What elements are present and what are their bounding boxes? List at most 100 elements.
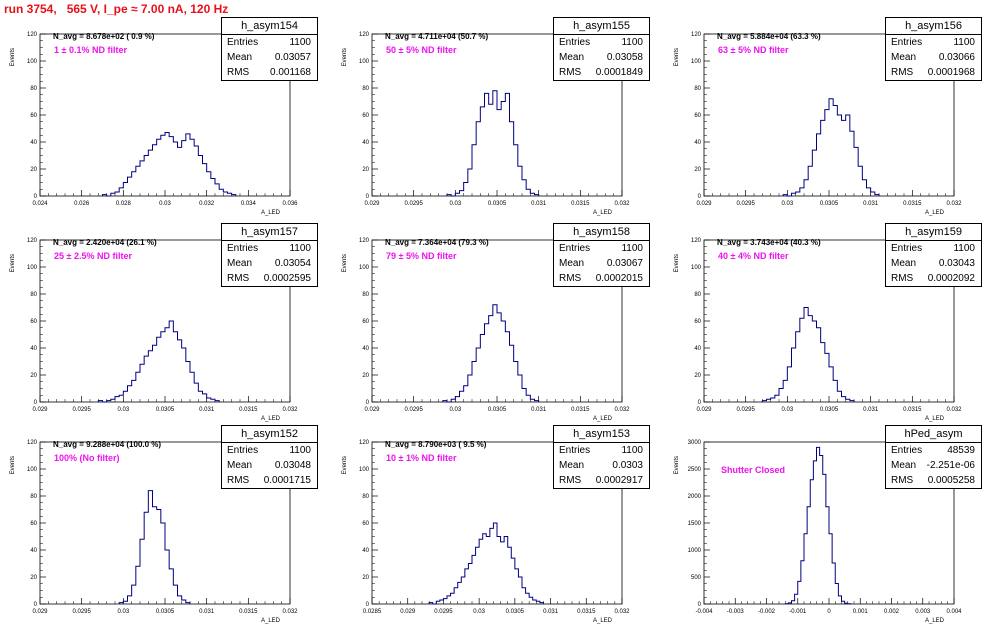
histogram-bin <box>232 195 236 196</box>
histogram-bin <box>485 324 489 402</box>
y-tick-label: 80 <box>30 292 37 298</box>
n-avg-label: N_avg = 8.678e+02 ( 0.9 %) <box>53 32 154 41</box>
stats-value: 0.0002595 <box>264 271 311 286</box>
histogram-bin <box>140 161 144 196</box>
histogram-bin <box>850 131 854 196</box>
y-tick-label: 20 <box>694 167 701 173</box>
x-tick-label: 0.026 <box>74 201 90 207</box>
histogram-bin <box>132 172 136 196</box>
stats-value: 0.03043 <box>939 256 975 271</box>
n-avg-label: N_avg = 9.288e+04 (100.0 %) <box>53 440 161 449</box>
histogram-bin <box>194 383 198 402</box>
histogram-bin <box>190 139 194 196</box>
histogram-bin <box>535 401 539 402</box>
histogram-bin <box>451 593 455 604</box>
histogram-bin <box>825 110 829 196</box>
histogram-bin <box>812 321 816 402</box>
y-tick-label: 100 <box>359 467 370 473</box>
stats-key: Mean <box>891 256 916 271</box>
y-tick-label: 40 <box>694 140 701 146</box>
x-tick-label: 0.0295 <box>736 407 755 413</box>
histogram-bin <box>526 189 530 196</box>
histogram-bin <box>153 345 157 402</box>
x-tick-label: 0.03 <box>117 407 129 413</box>
histogram-bin <box>123 183 127 197</box>
histogram-bin <box>838 596 841 604</box>
stats-key: RMS <box>227 65 249 80</box>
stats-value: 0.0002092 <box>928 271 975 286</box>
filter-annotation: 40 ± 4% ND filter <box>718 251 788 261</box>
histogram-bin <box>497 537 501 605</box>
x-tick-label: 0.03 <box>781 407 793 413</box>
histogram-bin <box>526 593 530 604</box>
x-tick-label: 0.001 <box>853 609 869 615</box>
stats-value: 0.03066 <box>939 50 975 65</box>
x-tick-label: 0.029 <box>400 609 416 615</box>
y-tick-label: 40 <box>362 548 369 554</box>
filter-annotation: Shutter Closed <box>721 465 785 475</box>
y-tick-label: 100 <box>359 265 370 271</box>
y-tick-label: 120 <box>27 238 38 244</box>
histogram-bin <box>501 321 505 402</box>
histogram-bin <box>161 523 165 604</box>
y-tick-label: 0 <box>366 602 370 608</box>
histogram-bin <box>186 603 190 604</box>
histogram-bin <box>485 93 489 196</box>
y-tick-label: 0 <box>34 400 38 406</box>
stats-row: Mean 0.03043 <box>886 256 981 271</box>
histogram-bin <box>186 134 190 196</box>
stats-value: 1100 <box>289 241 311 256</box>
stats-value: 0.0002015 <box>596 271 643 286</box>
stats-value: 0.03058 <box>607 50 643 65</box>
histogram-bin <box>842 601 845 604</box>
y-tick-label: 500 <box>691 575 702 581</box>
x-tick-label: 0.0315 <box>571 201 590 207</box>
y-tick-label: 60 <box>30 319 37 325</box>
y-tick-label: 20 <box>362 373 369 379</box>
x-tick-label: 0.0305 <box>156 407 175 413</box>
x-tick-label: 0.0315 <box>239 407 258 413</box>
x-tick-label: 0.032 <box>282 407 298 413</box>
x-tick-label: 0.03 <box>781 201 793 207</box>
histogram-bin <box>215 401 219 402</box>
histogram-bin <box>480 335 484 403</box>
histogram-bin <box>804 534 807 604</box>
n-avg-label: N_avg = 5.884e+04 (63.3 %) <box>717 32 821 41</box>
histogram-bin <box>128 596 132 604</box>
y-tick-label: 120 <box>359 238 370 244</box>
histogram-bin <box>436 601 440 604</box>
histogram-bin <box>489 316 493 402</box>
histogram-bin <box>762 401 766 402</box>
histogram-bin <box>440 600 444 604</box>
y-tick-label: 40 <box>362 140 369 146</box>
histogram-bin <box>510 345 514 402</box>
x-axis-label: A_LED <box>593 210 613 216</box>
x-tick-label: 0.028 <box>116 201 132 207</box>
histogram-bin <box>173 332 177 402</box>
x-tick-label: 0.03 <box>449 407 461 413</box>
stats-value: 0.0001715 <box>264 473 311 488</box>
histogram-bin <box>850 401 854 402</box>
histogram-bin <box>505 332 509 402</box>
histogram-bin <box>829 367 833 402</box>
x-tick-label: -0.001 <box>789 609 807 615</box>
histogram-bin <box>115 397 119 402</box>
stats-key: Entries <box>559 35 590 50</box>
y-axis-label: Events <box>674 48 680 66</box>
histogram-bin <box>132 585 136 604</box>
x-tick-label: 0.0305 <box>488 201 507 207</box>
histogram-bin <box>144 156 148 197</box>
y-tick-label: 60 <box>362 113 369 119</box>
x-tick-label: 0.029 <box>364 407 380 413</box>
stats-key: RMS <box>891 65 913 80</box>
histogram-bin <box>161 332 165 402</box>
